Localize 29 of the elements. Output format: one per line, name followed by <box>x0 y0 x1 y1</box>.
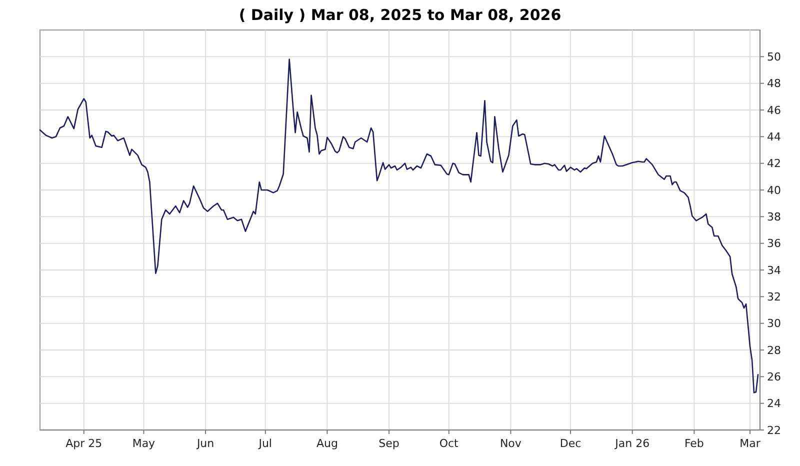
x-tick-label: Mar <box>740 437 761 450</box>
y-tick-label: 30 <box>767 317 781 330</box>
x-tick-label: Jun <box>196 437 214 450</box>
y-tick-label: 24 <box>767 397 781 410</box>
x-tick-label: Oct <box>439 437 460 450</box>
y-tick-label: 48 <box>767 77 781 90</box>
x-tick-label: Apr 25 <box>66 437 102 450</box>
chart-title: ( Daily ) Mar 08, 2025 to Mar 08, 2026 <box>238 6 562 24</box>
x-tick-label: May <box>132 437 156 450</box>
line-series <box>39 58 759 394</box>
x-tick-label: Nov <box>500 437 522 450</box>
x-tick-label: Aug <box>316 437 338 450</box>
y-tick-label: 22 <box>767 424 781 437</box>
y-tick-label: 40 <box>767 184 781 197</box>
y-tick-label: 44 <box>767 130 781 144</box>
y-tick-label: 26 <box>767 370 781 384</box>
y-tick-label: 42 <box>767 157 781 170</box>
y-tick-label: 46 <box>767 104 781 117</box>
y-tick-label: 32 <box>767 290 781 304</box>
x-tick-label: Jan 26 <box>614 437 650 450</box>
y-tick-label: 34 <box>767 264 781 277</box>
y-tick-label: 28 <box>767 344 781 357</box>
y-tick-label: 36 <box>767 237 781 250</box>
x-tick-label: Jul <box>258 437 272 450</box>
y-tick-label: 38 <box>767 210 781 224</box>
y-tick-label: 50 <box>767 50 781 64</box>
x-tick-label: Dec <box>560 437 582 450</box>
x-tick-label: Sep <box>378 437 400 450</box>
x-tick-label: Feb <box>684 437 704 450</box>
